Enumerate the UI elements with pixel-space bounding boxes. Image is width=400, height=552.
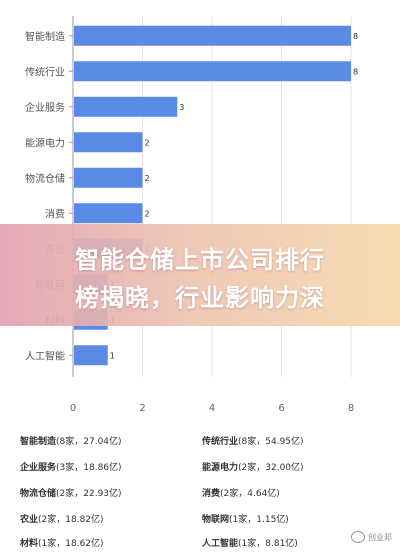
category-label: 传统行业 bbox=[25, 65, 65, 78]
bar bbox=[74, 132, 143, 153]
category-label: 人工智能 bbox=[25, 349, 65, 362]
banner-line-2: 榜揭晓，行业影响力深 bbox=[75, 284, 325, 312]
bar-chart: 智能制造传统行业企业服务能源电力物流仓储消费农业物联网材料人工智能 883222… bbox=[25, 16, 358, 414]
x-tick-label: 4 bbox=[209, 403, 215, 414]
bar-value-label: 2 bbox=[145, 174, 150, 183]
category-label: 能源电力 bbox=[25, 136, 65, 149]
watermark: 创业邦 bbox=[351, 531, 392, 543]
bar-value-label: 1 bbox=[110, 351, 115, 360]
bar-value-label: 8 bbox=[353, 32, 358, 41]
bar-value-label: 8 bbox=[353, 67, 358, 76]
bar-value-label: 2 bbox=[145, 209, 150, 218]
legend-row: 智能制造(8家，27.04亿) 传统行业(8家，54.95亿) bbox=[20, 434, 390, 450]
legend-item: 物流仓储(2家，22.93亿) bbox=[20, 489, 122, 499]
category-label: 企业服务 bbox=[25, 101, 65, 114]
bar bbox=[74, 25, 351, 46]
legend-item: 人工智能(1家，8.81亿) bbox=[202, 539, 298, 549]
legend-item: 能源电力(2家，32.00亿) bbox=[202, 463, 304, 473]
x-tick-label: 2 bbox=[139, 403, 145, 414]
legend-row: 企业服务(3家，18.86亿) 能源电力(2家，32.00亿) bbox=[20, 460, 390, 476]
legend-row: 物流仓储(2家，22.93亿) 消费(2家，4.64亿) bbox=[20, 486, 390, 502]
category-label: 消费 bbox=[45, 207, 65, 220]
bar bbox=[74, 96, 178, 117]
legend-item: 传统行业(8家，54.95亿) bbox=[202, 437, 304, 447]
legend-row: 农业(2家，18.82亿) 物联网(1家，1.15亿) bbox=[20, 512, 390, 528]
category-label: 智能制造 bbox=[25, 30, 65, 43]
watermark-text: 创业邦 bbox=[368, 532, 392, 542]
x-tick-label: 0 bbox=[70, 403, 76, 414]
legend-item: 农业(2家，18.82亿) bbox=[20, 515, 104, 525]
bar bbox=[74, 167, 143, 188]
bar bbox=[74, 61, 351, 82]
x-axis-ticks: 0 2 4 6 8 bbox=[70, 403, 354, 414]
bar bbox=[74, 203, 143, 224]
x-tick-label: 8 bbox=[348, 403, 354, 414]
weibo-icon bbox=[351, 531, 365, 543]
bar-value-label: 3 bbox=[179, 103, 184, 112]
bar bbox=[74, 345, 108, 366]
legend-item: 企业服务(3家，18.86亿) bbox=[20, 463, 122, 473]
legend-item: 智能制造(8家，27.04亿) bbox=[20, 437, 122, 447]
legend-item: 材料(1家，18.62亿) bbox=[20, 539, 104, 549]
title-banner: 智能仓储上市公司排行 榜揭晓，行业影响力深 bbox=[0, 224, 400, 326]
category-label: 物流仓储 bbox=[25, 172, 65, 185]
bar-value-label: 2 bbox=[145, 138, 150, 147]
legend-item: 物联网(1家，1.15亿) bbox=[202, 515, 289, 525]
x-tick-label: 6 bbox=[278, 403, 284, 414]
banner-line-1: 智能仓储上市公司排行 bbox=[75, 246, 325, 274]
legend-row: 材料(1家，18.62亿) 人工智能(1家，8.81亿) bbox=[20, 536, 390, 552]
legend-item: 消费(2家，4.64亿) bbox=[202, 489, 280, 499]
